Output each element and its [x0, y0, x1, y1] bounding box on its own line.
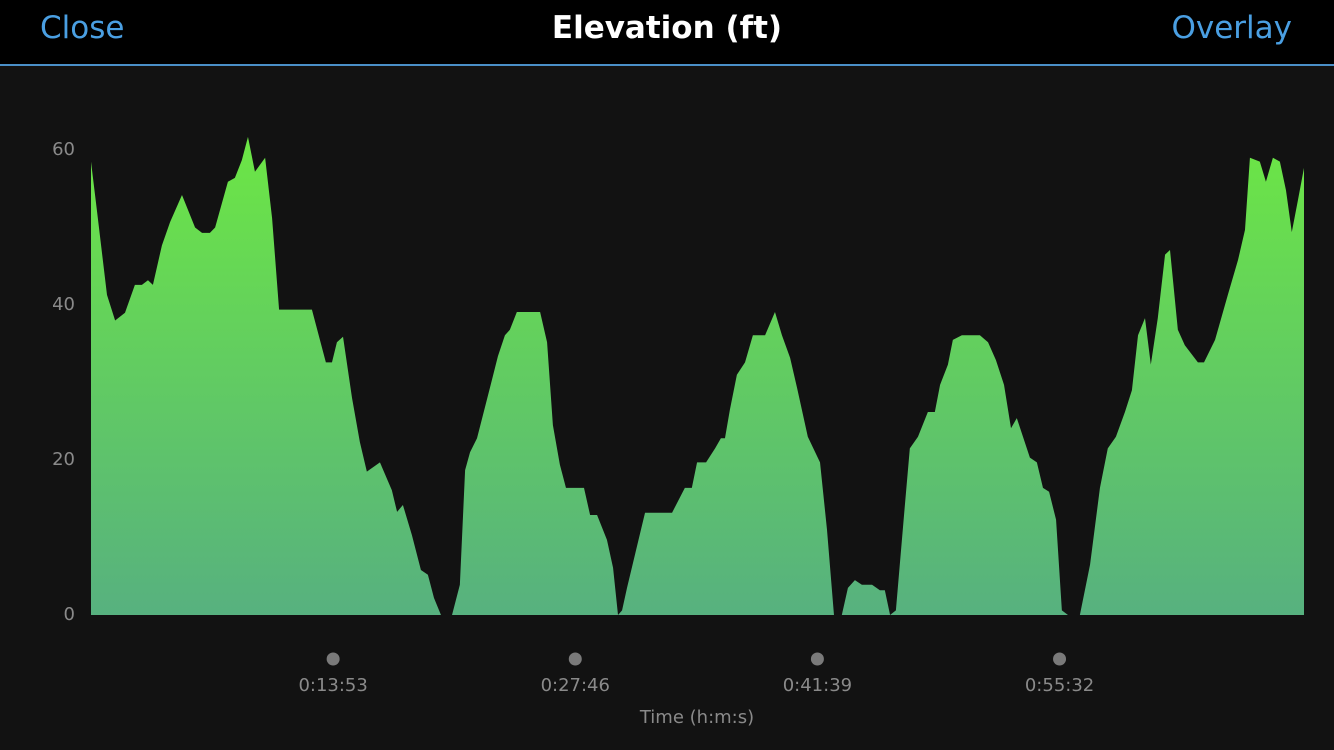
y-tick-label: 20	[52, 449, 75, 470]
x-tick-dot	[568, 652, 582, 666]
y-tick-label: 0	[64, 604, 75, 625]
overlay-button[interactable]: Overlay	[1171, 10, 1292, 46]
x-tick-label: 0:13:53	[298, 675, 367, 696]
x-tick-dot	[810, 652, 824, 666]
x-tick-label: 0:27:46	[541, 675, 610, 696]
x-tick-label: 0:55:32	[1025, 675, 1094, 696]
x-tick-label: 0:41:39	[783, 675, 852, 696]
chart: Time (h:m:s) 0 20 40 60 0:13:53 0:27:46 0:41:3…	[52, 136, 1304, 728]
elevation-area	[91, 136, 1304, 615]
header: Close Elevation (ft) Overlay	[0, 0, 1334, 66]
x-tick-dot	[326, 652, 340, 666]
close-button[interactable]: Close	[40, 10, 125, 46]
title: Elevation (ft)	[551, 10, 783, 46]
y-tick-label: 60	[52, 139, 75, 160]
y-tick-label: 40	[52, 294, 75, 315]
x-tick-dot	[1053, 652, 1067, 666]
x-axis-label: Time (h:m:s)	[639, 707, 754, 728]
